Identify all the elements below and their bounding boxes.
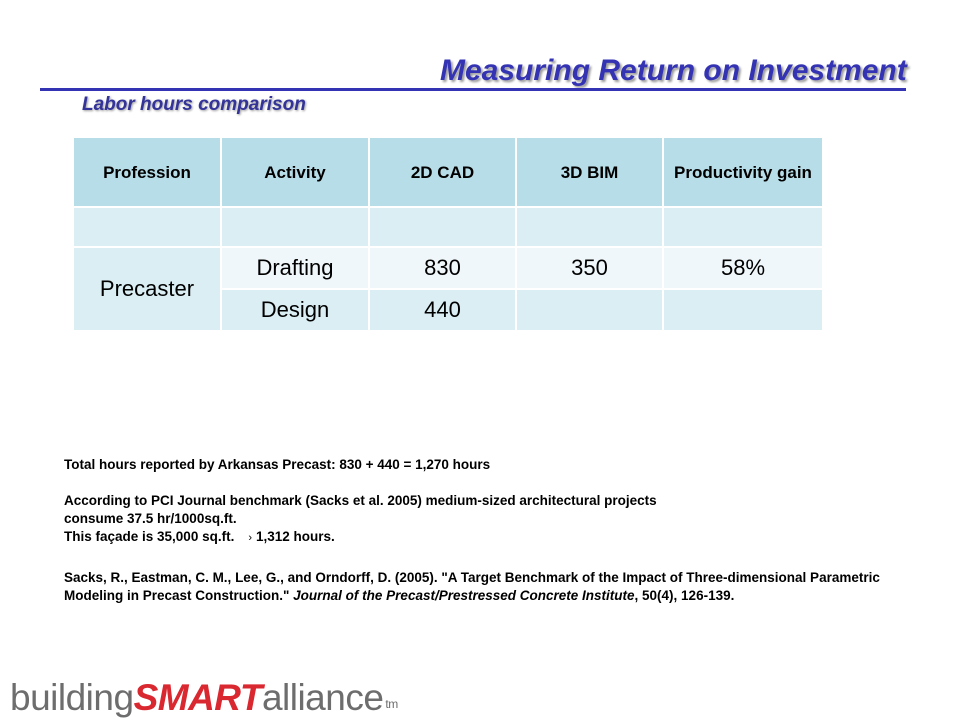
facade-result: 1,312 hours.: [256, 529, 335, 544]
table-cell-empty: [662, 206, 824, 248]
cell-activity: Design: [220, 288, 370, 332]
table-cell-empty: [72, 206, 222, 248]
slide-subtitle: Labor hours comparison: [82, 94, 306, 115]
cell-2d-cad: 440: [368, 288, 517, 332]
header-activity: Activity: [220, 136, 370, 208]
header-3d-bim: 3D BIM: [515, 136, 664, 208]
table-row: Precaster Drafting 830 350 58%: [72, 246, 824, 332]
reference-journal: Journal of the Precast/Prestressed Concr…: [293, 588, 635, 603]
header-profession: Profession: [72, 136, 222, 208]
facade-line: This façade is 35,000 sq.ft. › 1,312 hours…: [64, 528, 884, 547]
table-cell-empty: [368, 206, 517, 248]
cell-2d-cad: 830: [368, 246, 517, 290]
labor-hours-table: Profession Activity 2D CAD 3D BIM Produc…: [72, 136, 824, 332]
arrow-icon: ›: [248, 532, 252, 544]
logo-part-smart: SMART: [133, 677, 263, 718]
table-cell-empty: [515, 206, 664, 248]
header-productivity-gain: Productivity gain: [662, 136, 824, 208]
cell-3d-bim: 350: [515, 246, 664, 290]
cell-3d-bim: [515, 288, 664, 332]
benchmark-text-line2: consume 37.5 hr/1000sq.ft.: [64, 511, 237, 526]
cell-productivity-gain: [662, 288, 824, 332]
facade-text: This façade is 35,000 sq.ft.: [64, 529, 235, 544]
logo-part-building: building: [10, 677, 134, 718]
reference-main: Sacks, R., Eastman, C. M., Lee, G., and …: [64, 570, 880, 603]
total-hours-text: Total hours reported by Arkansas Precast…: [64, 457, 491, 472]
title-underline: [40, 88, 906, 91]
reference-citation: Sacks, R., Eastman, C. M., Lee, G., and …: [64, 569, 884, 605]
buildingsmart-logo: buildingSMARTalliance tm: [10, 676, 398, 720]
logo-part-alliance: alliance: [261, 677, 384, 718]
cell-productivity-gain: 58%: [662, 246, 824, 290]
notes-block: Total hours reported by Arkansas Precast…: [64, 456, 884, 605]
reference-tail: , 50(4), 126-139.: [634, 588, 735, 603]
table-cell-empty: [220, 206, 370, 248]
logo-trademark: tm: [385, 697, 398, 711]
header-2d-cad: 2D CAD: [368, 136, 517, 208]
cell-profession: Precaster: [72, 246, 222, 332]
slide-title: Measuring Return on Investment: [440, 54, 907, 87]
table-row-empty: [72, 206, 824, 248]
table-row: Design 440: [73, 288, 824, 332]
table-header-row: Profession Activity 2D CAD 3D BIM Produc…: [72, 136, 824, 208]
benchmark-text-line1: According to PCI Journal benchmark (Sack…: [64, 493, 657, 508]
cell-activity: Drafting: [220, 246, 370, 290]
